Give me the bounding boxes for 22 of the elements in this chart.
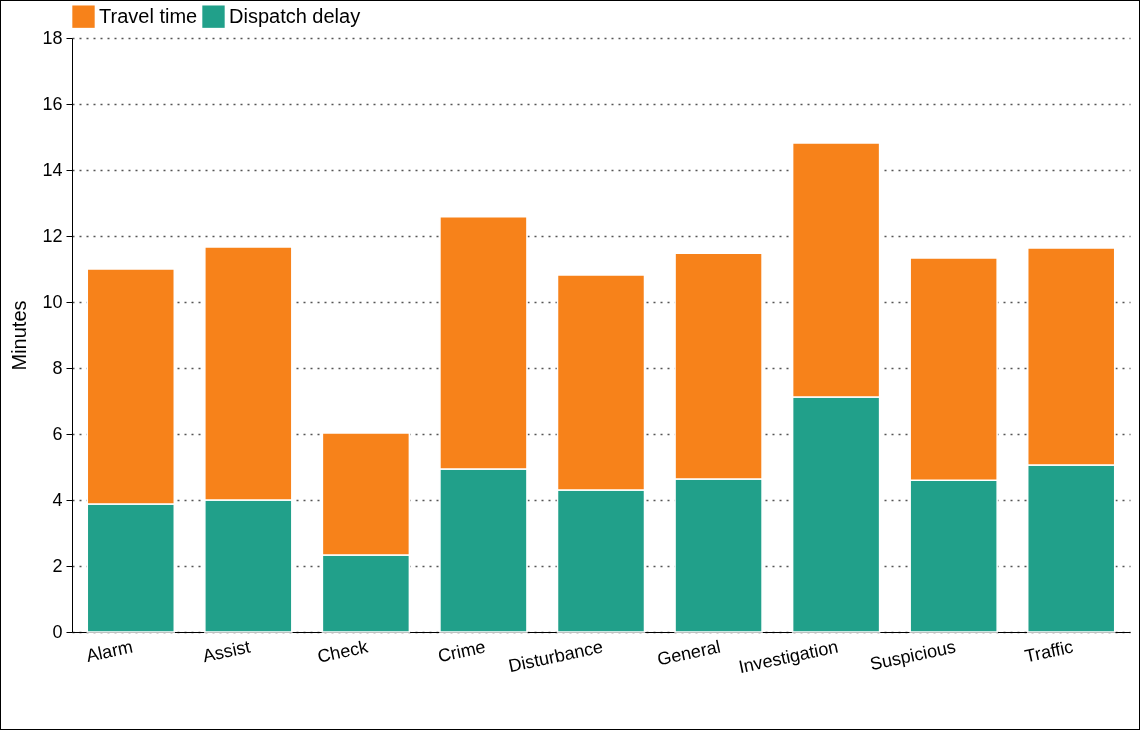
x-tick-label: Alarm [84,636,135,666]
x-tick-label: Check [315,636,371,667]
x-tick-label: Traffic [1022,636,1075,667]
x-tick-label: General [655,636,723,670]
legend-label: Travel time [99,4,198,27]
y-tick-label: 14 [42,159,63,180]
x-tick-label: Disturbance [506,636,605,677]
y-tick-label: 10 [42,291,63,312]
x-tick-label: Suspicious [868,636,958,675]
x-tick-label: Assist [200,636,253,667]
y-tick-label: 2 [52,555,63,576]
y-tick-label: 16 [42,93,63,114]
y-tick-label: 4 [52,489,63,510]
y-axis-title: Minutes [8,300,31,371]
legend-label: Dispatch delay [229,4,361,27]
y-tick-label: 18 [42,27,63,48]
y-tick-label: 12 [42,225,63,246]
y-tick-label: 6 [52,423,63,444]
x-tick-label: Investigation [736,636,840,678]
x-tick-label: Crime [436,636,488,667]
y-tick-label: 0 [52,621,63,642]
y-tick-label: 8 [52,357,63,378]
